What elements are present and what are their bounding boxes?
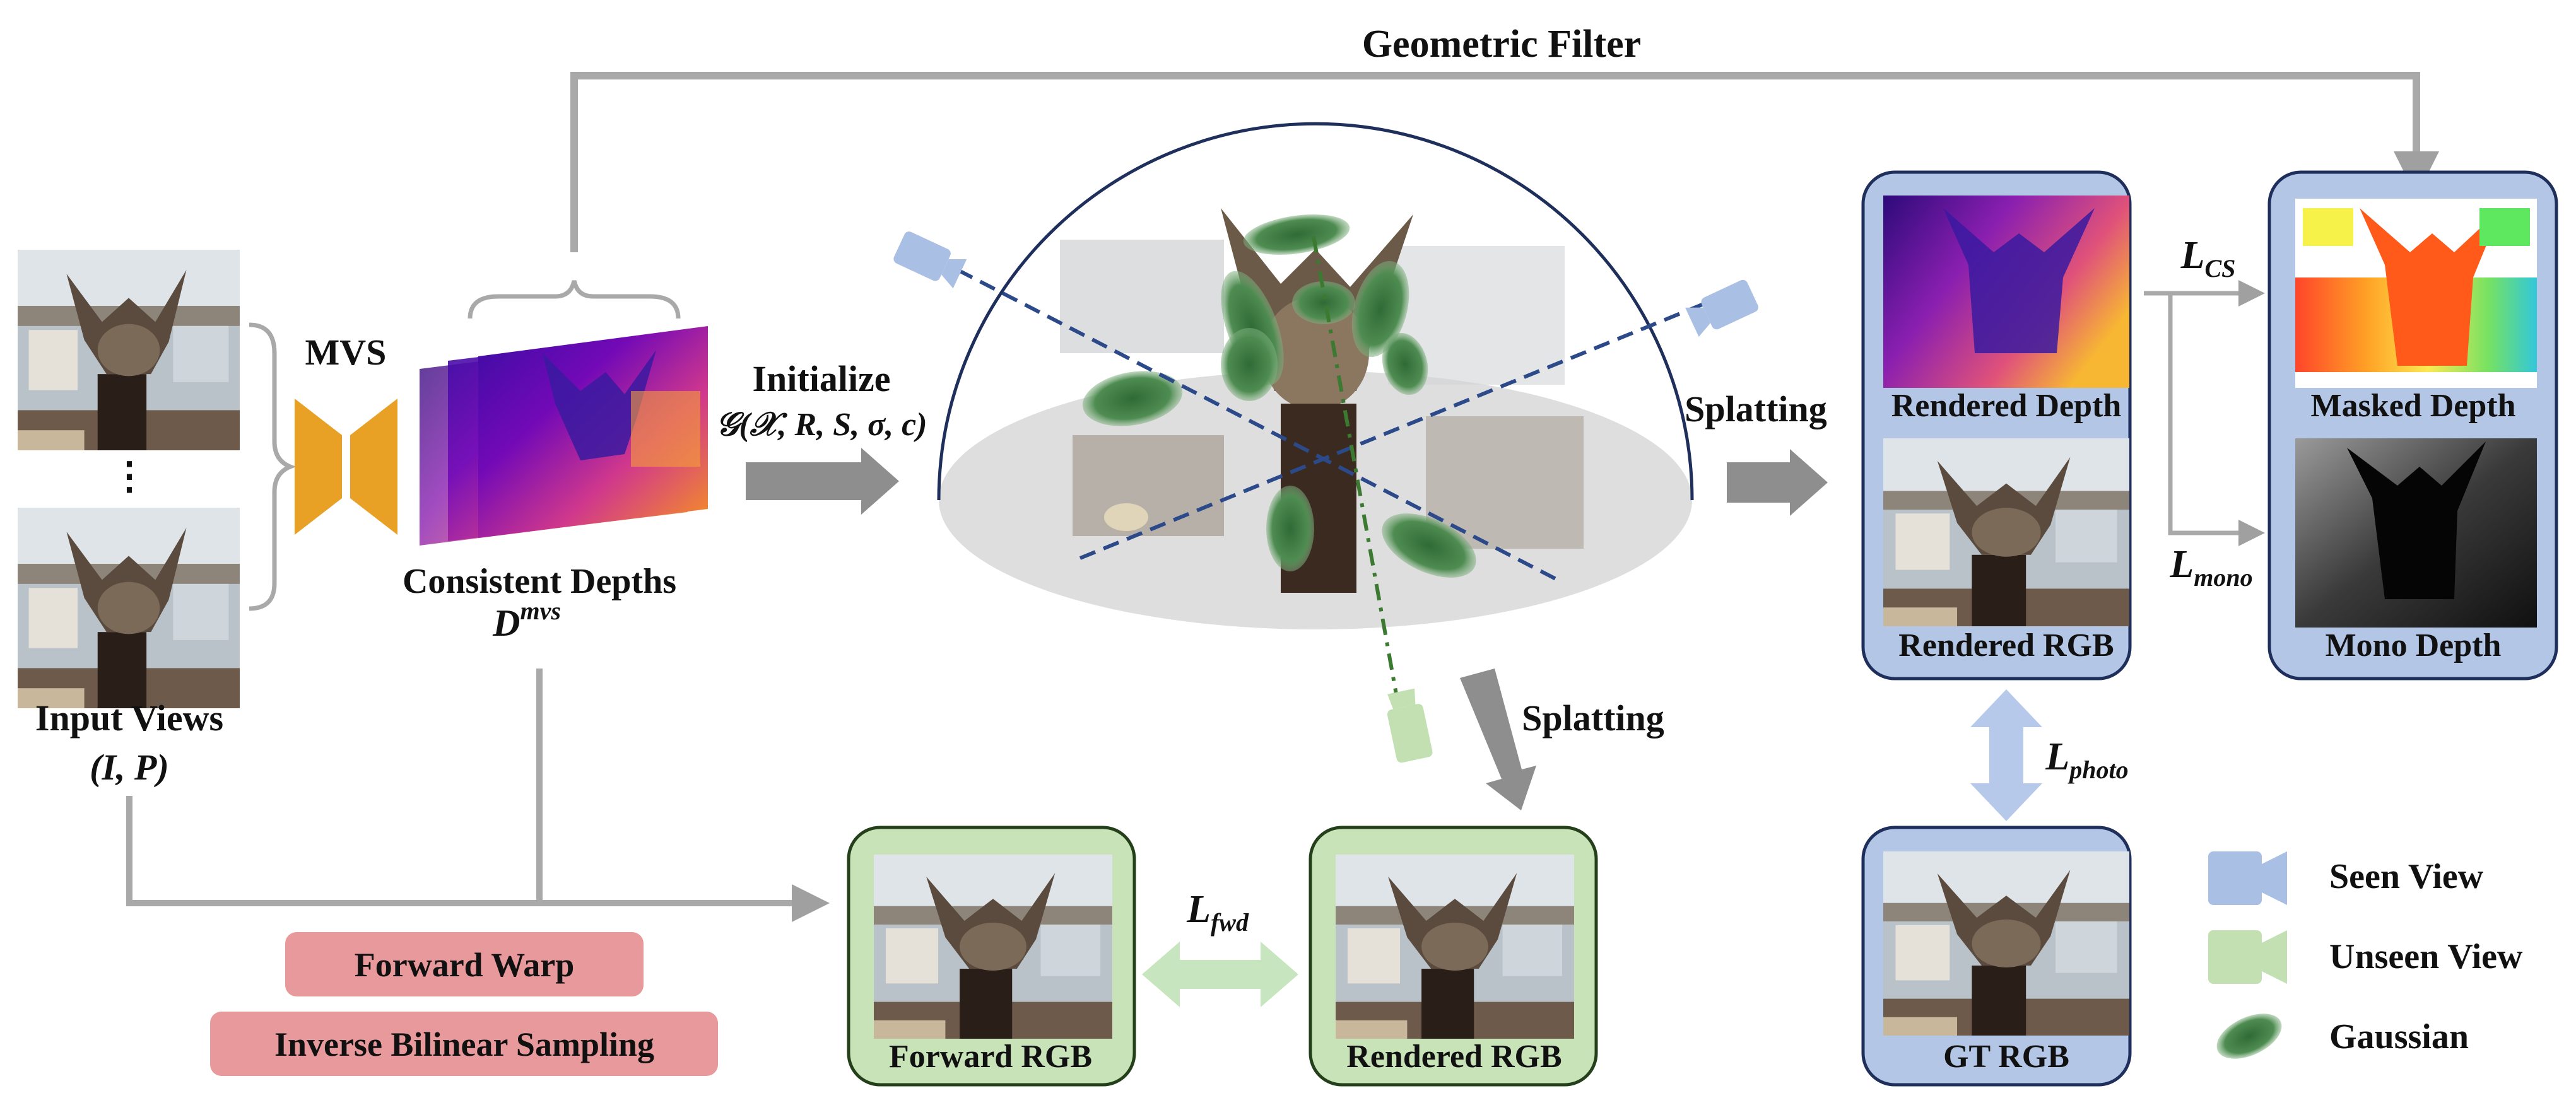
gt-rgb-image xyxy=(1883,851,2129,1036)
splatting-down-label: Splatting xyxy=(1522,698,1664,739)
rendered-depth-image xyxy=(1883,196,2129,388)
legend-seen-camera-icon xyxy=(2208,851,2287,905)
initialize-label: Initialize xyxy=(752,358,890,399)
seen-camera-left-icon xyxy=(893,231,967,289)
legend-unseen-label: Unseen View xyxy=(2329,937,2523,976)
rendered-rgb-green-image xyxy=(1336,855,1574,1039)
gt-rgb-panel: GT RGB xyxy=(1861,826,2132,1087)
masked-depth-image xyxy=(2295,199,2537,388)
input-to-forward-line xyxy=(126,796,830,922)
inverse-bilinear-button xyxy=(210,1012,718,1076)
splatting-right-arrow xyxy=(1727,449,1828,516)
l-photo-arrow xyxy=(1970,689,2042,821)
forward-rgb-panel: Forward RGB xyxy=(847,826,1136,1087)
rendered-rgb-green-label: Rendered RGB xyxy=(1346,1039,1561,1075)
rendered-rgb-green-panel: Rendered RGB xyxy=(1309,826,1598,1087)
seen-camera-right-icon xyxy=(1685,279,1758,337)
mvs-label: MVS xyxy=(305,332,387,373)
input-views-ellipsis: ⋮ xyxy=(110,455,148,497)
consistent-depth-maps xyxy=(420,326,708,546)
consistent-depths-label: Consistent Depths xyxy=(403,562,676,601)
legend: Seen View Unseen View Gaussian xyxy=(2208,851,2523,1059)
unseen-camera-icon xyxy=(1387,688,1433,763)
rendered-rgb-blue-image xyxy=(1883,438,2129,626)
input-views-label: Input Views xyxy=(35,698,223,739)
l-cs-mono-connector xyxy=(2144,291,2265,546)
legend-unseen-camera-icon xyxy=(2208,930,2287,984)
rendered-panel: Rendered Depth Rendered RGB xyxy=(1861,170,2132,680)
input-views-stack: ⋮ xyxy=(18,250,240,708)
legend-gaussian-label: Gaussian xyxy=(2329,1017,2469,1056)
mono-depth-image xyxy=(2295,438,2537,628)
forward-warp-label: Forward Warp xyxy=(355,946,575,984)
input-view-image-bottom xyxy=(18,508,240,708)
splatting-right-label: Splatting xyxy=(1685,388,1827,429)
l-cs-label: LCS xyxy=(2180,234,2236,283)
depth-supervision-panel: Masked Depth Mono Depth xyxy=(2267,170,2558,680)
l-mono-label: Lmono xyxy=(2169,543,2252,592)
mvs-network-icon xyxy=(295,399,397,535)
mono-depth-label: Mono Depth xyxy=(2326,628,2502,663)
forward-warp-button xyxy=(285,932,644,996)
input-views-brace xyxy=(249,322,297,611)
l-photo-label: Lphoto xyxy=(2045,735,2128,784)
d-mvs-symbol: Dmvs xyxy=(492,597,561,644)
gaussian-init-formula: 𝒢(𝒳, R, S, σ, c) xyxy=(715,407,927,443)
l-fwd-label: Lfwd xyxy=(1186,888,1249,937)
gt-rgb-label: GT RGB xyxy=(1943,1039,2069,1075)
rendered-depth-label: Rendered Depth xyxy=(1891,388,2122,424)
rendered-rgb-blue-label: Rendered RGB xyxy=(1898,628,2114,663)
geometric-filter-line xyxy=(570,72,2439,252)
legend-seen-label: Seen View xyxy=(2329,857,2484,896)
masked-depth-label: Masked Depth xyxy=(2310,388,2515,424)
gaussian-scene xyxy=(937,122,1711,712)
depths-top-brace xyxy=(468,280,681,319)
geometric-filter-label: Geometric Filter xyxy=(1362,23,1641,66)
forward-rgb-image xyxy=(874,855,1112,1039)
input-views-math: (I, P) xyxy=(90,747,169,788)
initialize-arrow xyxy=(746,448,899,515)
forward-rgb-label: Forward RGB xyxy=(889,1039,1092,1075)
inverse-bilinear-label: Inverse Bilinear Sampling xyxy=(274,1025,654,1063)
scene-dome xyxy=(937,122,1694,501)
l-fwd-arrow xyxy=(1142,942,1298,1007)
input-view-image-top xyxy=(18,250,240,450)
legend-gaussian-icon xyxy=(2216,1013,2282,1059)
splatting-down-arrow xyxy=(1460,669,1536,810)
